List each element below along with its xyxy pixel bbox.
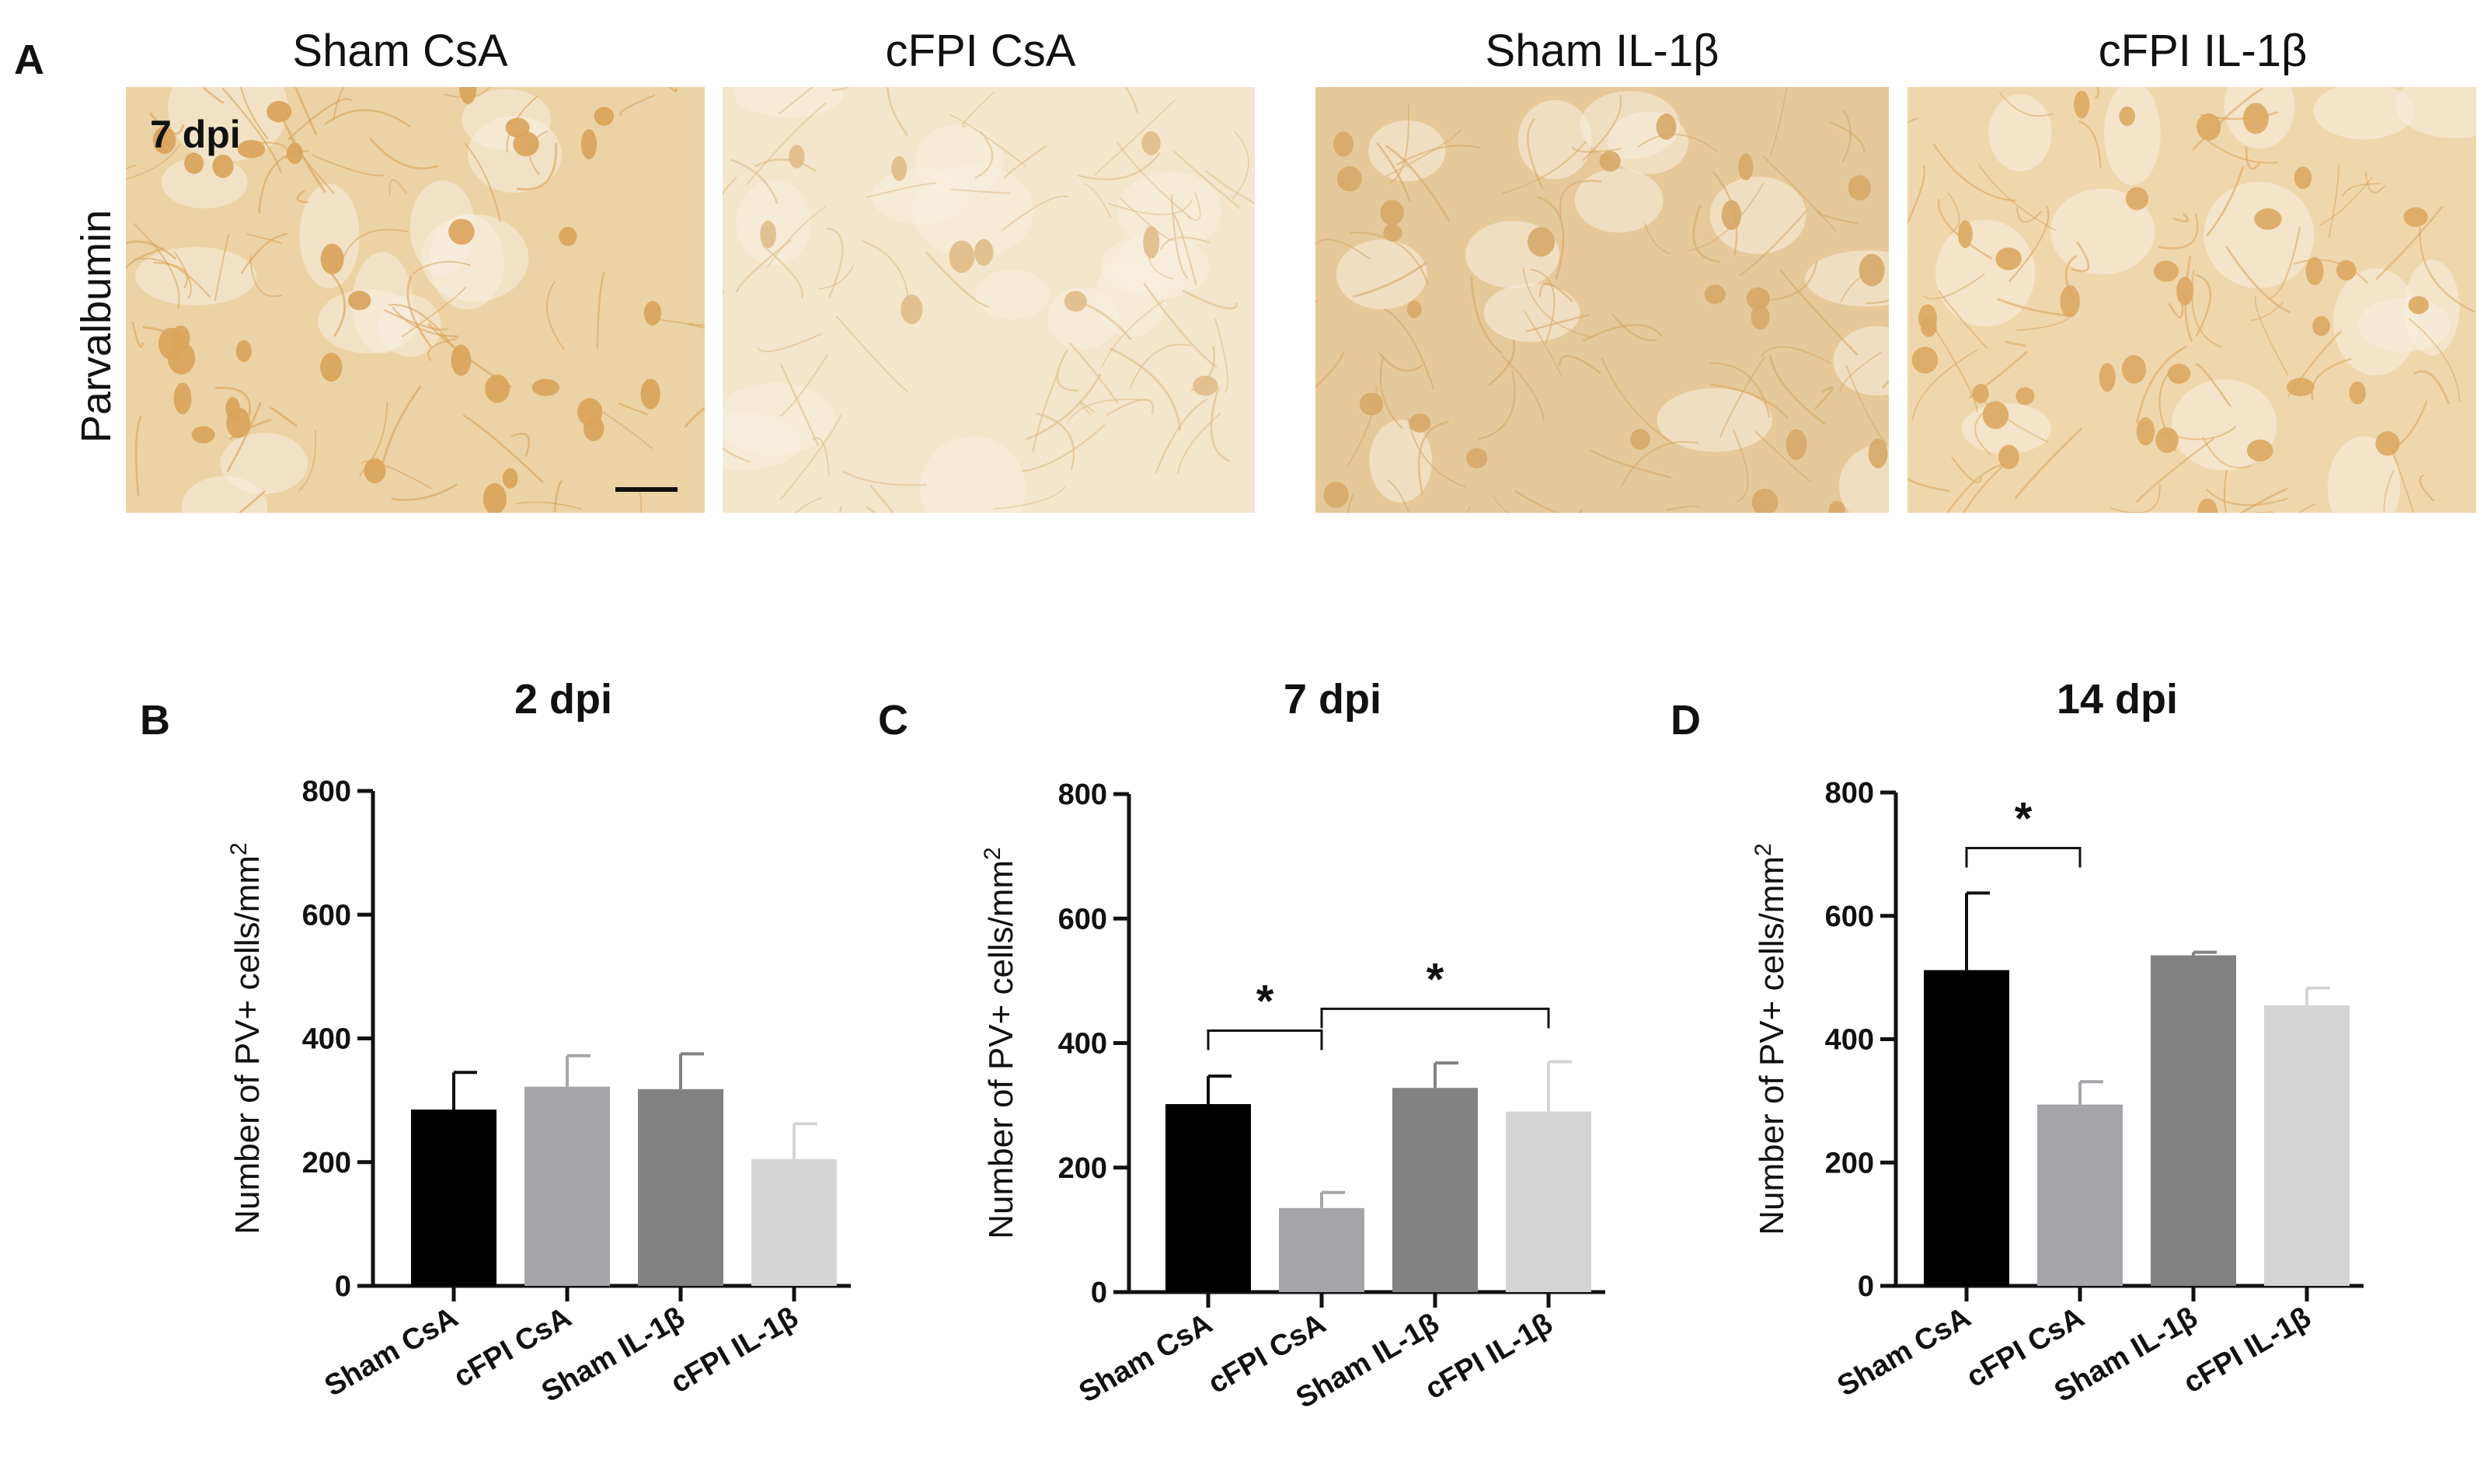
row-label-parvalbumin: Parvalbumin: [73, 210, 120, 443]
chart-7dpi: C 7 dpi 0 200 400 600 800 Number of PV+ cells…: [878, 676, 1605, 1415]
y-tick-label: 400: [302, 1023, 351, 1056]
x-tick-label: Sham CsA: [1832, 1301, 1977, 1402]
chart-2dpi: B 2 dpi 0 200 400 600 800 Number of PV+ cells…: [140, 676, 851, 1409]
micrograph-title-3: Sham IL-1β: [1486, 26, 1719, 76]
y-tick-label: 0: [335, 1270, 351, 1303]
micrograph-image: [1315, 87, 1889, 513]
micrograph-image: [723, 87, 1255, 513]
micrograph-title-4: cFPI IL-1β: [2099, 26, 2308, 76]
micrograph-title-2: cFPI CsA: [886, 26, 1076, 76]
panel-label-a: A: [14, 37, 44, 83]
bar: [2037, 1104, 2123, 1286]
y-tick-label: 800: [302, 775, 351, 808]
y-axis-label: Number of PV+ cells/mm2: [980, 847, 1020, 1239]
bar: [638, 1089, 723, 1286]
significance-bracket: [1207, 1029, 1323, 1050]
bar: [1279, 1207, 1364, 1292]
y-tick-label: 400: [1058, 1028, 1107, 1061]
micrograph-row: [126, 87, 2476, 513]
micrograph-title-1: Sham CsA: [292, 26, 508, 76]
micrograph-image: [126, 87, 705, 513]
x-tick-label: cFPI IL-1β: [665, 1301, 803, 1399]
y-tick-label: 0: [1091, 1277, 1107, 1309]
y-axis-label: Number of PV+ cells/mm2: [226, 842, 267, 1235]
bar: [2264, 1005, 2350, 1286]
chart-title-c: 7 dpi: [1284, 676, 1381, 723]
y-tick-label: 200: [302, 1147, 351, 1179]
bar: [1924, 970, 2009, 1286]
panel-label-c: C: [878, 697, 908, 744]
bar: [751, 1158, 837, 1286]
bar: [411, 1110, 496, 1286]
significance-star: *: [1256, 976, 1274, 1026]
y-tick-label: 400: [1825, 1024, 1874, 1057]
bar: [1165, 1104, 1251, 1292]
y-tick-label: 200: [1825, 1147, 1874, 1179]
micrograph-inset-label: 7 dpi: [150, 113, 241, 156]
chart-title-d: 14 dpi: [2057, 676, 2178, 723]
significance-bracket: [1320, 1007, 1550, 1029]
bar: [1506, 1111, 1591, 1292]
bar: [524, 1086, 610, 1286]
x-tick-label: cFPI IL-1β: [2178, 1301, 2316, 1399]
panel-label-d: D: [1671, 697, 1701, 744]
y-tick-label: 600: [1825, 901, 1874, 933]
x-tick-label: cFPI IL-1β: [1420, 1307, 1558, 1406]
x-tick-label: Sham CsA: [1074, 1307, 1218, 1409]
y-tick-label: 600: [1058, 903, 1107, 935]
y-tick-label: 200: [1058, 1152, 1107, 1185]
y-tick-label: 600: [302, 899, 351, 932]
x-tick-label: Sham CsA: [319, 1301, 464, 1402]
significance-star: *: [1427, 954, 1444, 1005]
panel-label-b: B: [140, 697, 170, 744]
y-tick-label: 0: [1858, 1270, 1874, 1303]
significance-bracket: [1965, 846, 2082, 868]
bar: [1392, 1088, 1478, 1292]
y-tick-label: 800: [1058, 779, 1107, 811]
chart-title-b: 2 dpi: [514, 676, 612, 723]
y-axis-label: Number of PV+ cells/mm2: [1751, 843, 1791, 1235]
micrograph-image: [1907, 87, 2476, 513]
significance-star: *: [2015, 793, 2033, 844]
bar: [2151, 955, 2236, 1286]
y-tick-label: 800: [1825, 777, 1874, 810]
chart-14dpi: D 14 dpi 0 200 400 600 800 Number of PV+ cell…: [1671, 676, 2364, 1409]
